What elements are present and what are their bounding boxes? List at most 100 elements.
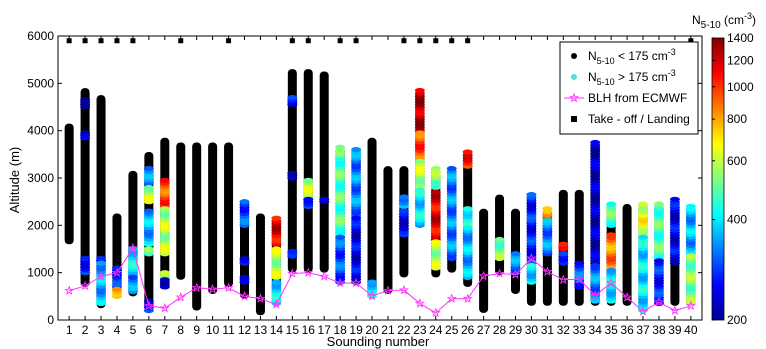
x-tick-label: 28 — [493, 323, 507, 337]
colorbar-title-sub: 5-10 — [701, 20, 721, 31]
x-tick-label: 37 — [636, 323, 650, 337]
profile-17 — [319, 71, 330, 273]
colorbar-tick-label: 400 — [727, 213, 747, 227]
y-tick-label: 3000 — [27, 171, 54, 185]
profile-12-dot — [239, 255, 250, 262]
profile-22-dot — [398, 194, 409, 200]
profile-base-36 — [622, 204, 632, 306]
profile-8 — [176, 142, 186, 280]
profile-14-dot — [271, 215, 282, 221]
profile-40 — [685, 203, 696, 307]
takeoff-landing-marker — [401, 38, 407, 44]
profile-39 — [669, 196, 680, 306]
x-tick-label: 22 — [397, 323, 411, 337]
x-tick-label: 16 — [302, 323, 316, 337]
profile-4 — [111, 213, 122, 299]
profile-16-dot — [303, 177, 314, 183]
profile-30-dot — [526, 262, 537, 269]
x-tick-label: 27 — [477, 323, 491, 337]
profile-20-dot — [367, 279, 378, 285]
profile-3-dot — [96, 255, 107, 262]
blh-point — [351, 277, 362, 288]
y-axis-title: Altitude (m) — [7, 147, 22, 213]
profile-37-dot — [638, 234, 649, 240]
takeoff-landing-marker — [226, 38, 232, 44]
profile-38-dot — [653, 201, 664, 207]
takeoff-landing-marker — [337, 38, 343, 44]
profile-28 — [494, 194, 505, 276]
legend-marker-cyan — [571, 74, 577, 80]
blh-line — [69, 246, 691, 314]
x-tick-label: 7 — [161, 323, 168, 337]
blh-point — [526, 253, 537, 263]
colorbar-title: N5-10 (cm-3) — [692, 11, 756, 31]
takeoff-landing-marker — [433, 38, 439, 44]
blh-point — [669, 305, 680, 315]
profile-34 — [590, 139, 601, 306]
profile-7-dot — [159, 277, 170, 283]
profile-35-dot — [606, 232, 617, 238]
blh-point — [223, 282, 234, 293]
profile-35 — [606, 201, 617, 306]
profile-10 — [208, 142, 218, 294]
profile-29 — [510, 208, 521, 294]
profile-29-dot — [510, 251, 521, 257]
x-tick-label: 6 — [146, 323, 153, 337]
profile-14-dot — [271, 279, 282, 285]
profile-18-dot — [335, 234, 346, 240]
profile-23-dot — [414, 187, 425, 193]
profile-base-17 — [319, 71, 329, 273]
x-tick-label: 11 — [222, 323, 235, 337]
profile-33-dot — [574, 260, 585, 266]
legend-box — [559, 41, 699, 135]
profile-32 — [558, 189, 569, 306]
profile-24-dot — [430, 165, 441, 172]
blh-point — [446, 293, 457, 303]
profile-23-dot — [414, 87, 425, 94]
colorbar-tick-label: 200 — [727, 313, 747, 327]
profile-25 — [446, 165, 457, 273]
blh-point — [271, 299, 282, 309]
profile-base-27 — [479, 208, 489, 313]
profile-7 — [159, 137, 170, 290]
x-tick-label: 26 — [461, 323, 475, 337]
profile-base-9 — [192, 142, 202, 311]
blh-point — [95, 271, 107, 281]
x-tick-label: 14 — [270, 323, 284, 337]
profile-34-dot — [590, 262, 601, 269]
blh-point — [80, 280, 91, 291]
x-tick-label: 23 — [413, 323, 427, 337]
blh-point — [637, 306, 649, 316]
legend-entry-2: BLH from ECMWF — [588, 91, 687, 105]
profile-32-dot — [558, 241, 569, 247]
profile-4-dot — [111, 286, 122, 292]
profile-35-dot — [606, 267, 617, 273]
blh-point — [303, 267, 314, 277]
x-tick-label: 5 — [130, 323, 137, 337]
profile-27 — [479, 208, 489, 313]
profile-base-16 — [303, 69, 313, 273]
blh-point — [622, 292, 633, 302]
profile-5 — [127, 170, 138, 297]
x-tick-label: 21 — [381, 323, 395, 337]
x-tick-label: 2 — [82, 323, 89, 337]
takeoff-landing-marker — [305, 38, 311, 44]
profile-2-dot — [80, 97, 91, 103]
blh-point — [207, 283, 218, 294]
profile-base-1 — [64, 123, 74, 245]
blh-point — [542, 266, 553, 277]
blh-point — [175, 291, 186, 302]
colorbar-title-sup: -3 — [744, 11, 752, 21]
colorbar-title-main: N — [692, 13, 701, 27]
takeoff-landing-marker — [178, 38, 184, 44]
profile-40-dot — [685, 203, 696, 209]
profile-39-dot — [669, 196, 680, 202]
takeoff-landing-marker — [66, 38, 72, 44]
profile-24-dot — [430, 189, 441, 195]
profile-12-dot — [239, 199, 250, 205]
legend-marker-star — [568, 92, 580, 103]
takeoff-landing-marker — [82, 38, 88, 44]
blh-point — [462, 293, 473, 303]
takeoff-landing-marker — [417, 38, 423, 44]
x-tick-label: 24 — [429, 323, 443, 337]
